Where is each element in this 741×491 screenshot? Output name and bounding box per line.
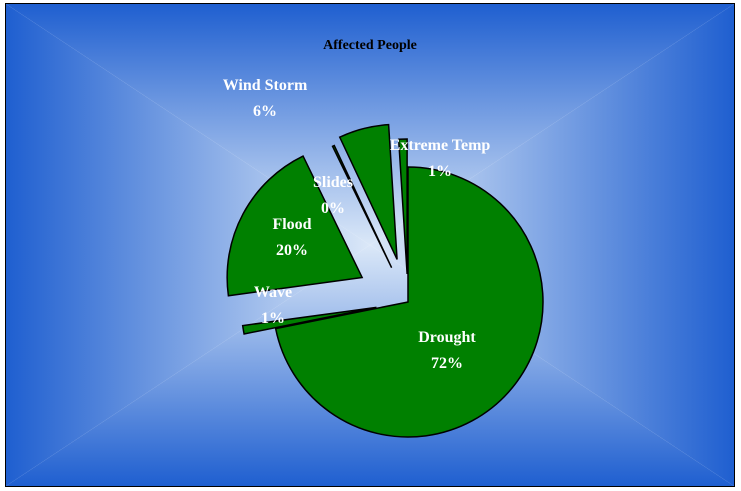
slice-wave — [241, 306, 377, 335]
pie-labels: Drought 72% Wave 1% Flood 20% Slides 0% Wind Sto… — [223, 77, 491, 372]
slice-label-extreme-temp: Extreme Temp — [390, 137, 491, 154]
pie-chart: Affected People Drought 72% Wave 1% Flood 20%… — [6, 4, 734, 486]
chart-frame: Affected People Drought 72% Wave 1% Flood 20%… — [5, 3, 735, 487]
chart-title: Affected People — [323, 38, 417, 53]
slice-label-wave: Wave — [254, 284, 292, 301]
slice-value-drought: 72% — [431, 355, 463, 372]
slice-label-flood: Flood — [272, 216, 311, 233]
slice-extreme-temp — [397, 138, 408, 275]
slice-value-wave: 1% — [261, 310, 285, 327]
slice-label-drought: Drought — [418, 329, 476, 346]
slice-value-extreme-temp: 1% — [428, 163, 452, 180]
slice-wind-storm — [338, 123, 398, 260]
slice-label-slides: Slides — [313, 174, 353, 191]
slice-flood — [226, 155, 364, 297]
slice-slides — [331, 144, 393, 269]
pie-slices — [226, 123, 544, 438]
slice-label-wind-storm: Wind Storm — [223, 77, 308, 94]
slice-value-flood: 20% — [276, 242, 308, 259]
slice-value-wind-storm: 6% — [253, 103, 277, 120]
slice-value-slides: 0% — [321, 200, 345, 217]
slice-drought — [274, 166, 544, 438]
